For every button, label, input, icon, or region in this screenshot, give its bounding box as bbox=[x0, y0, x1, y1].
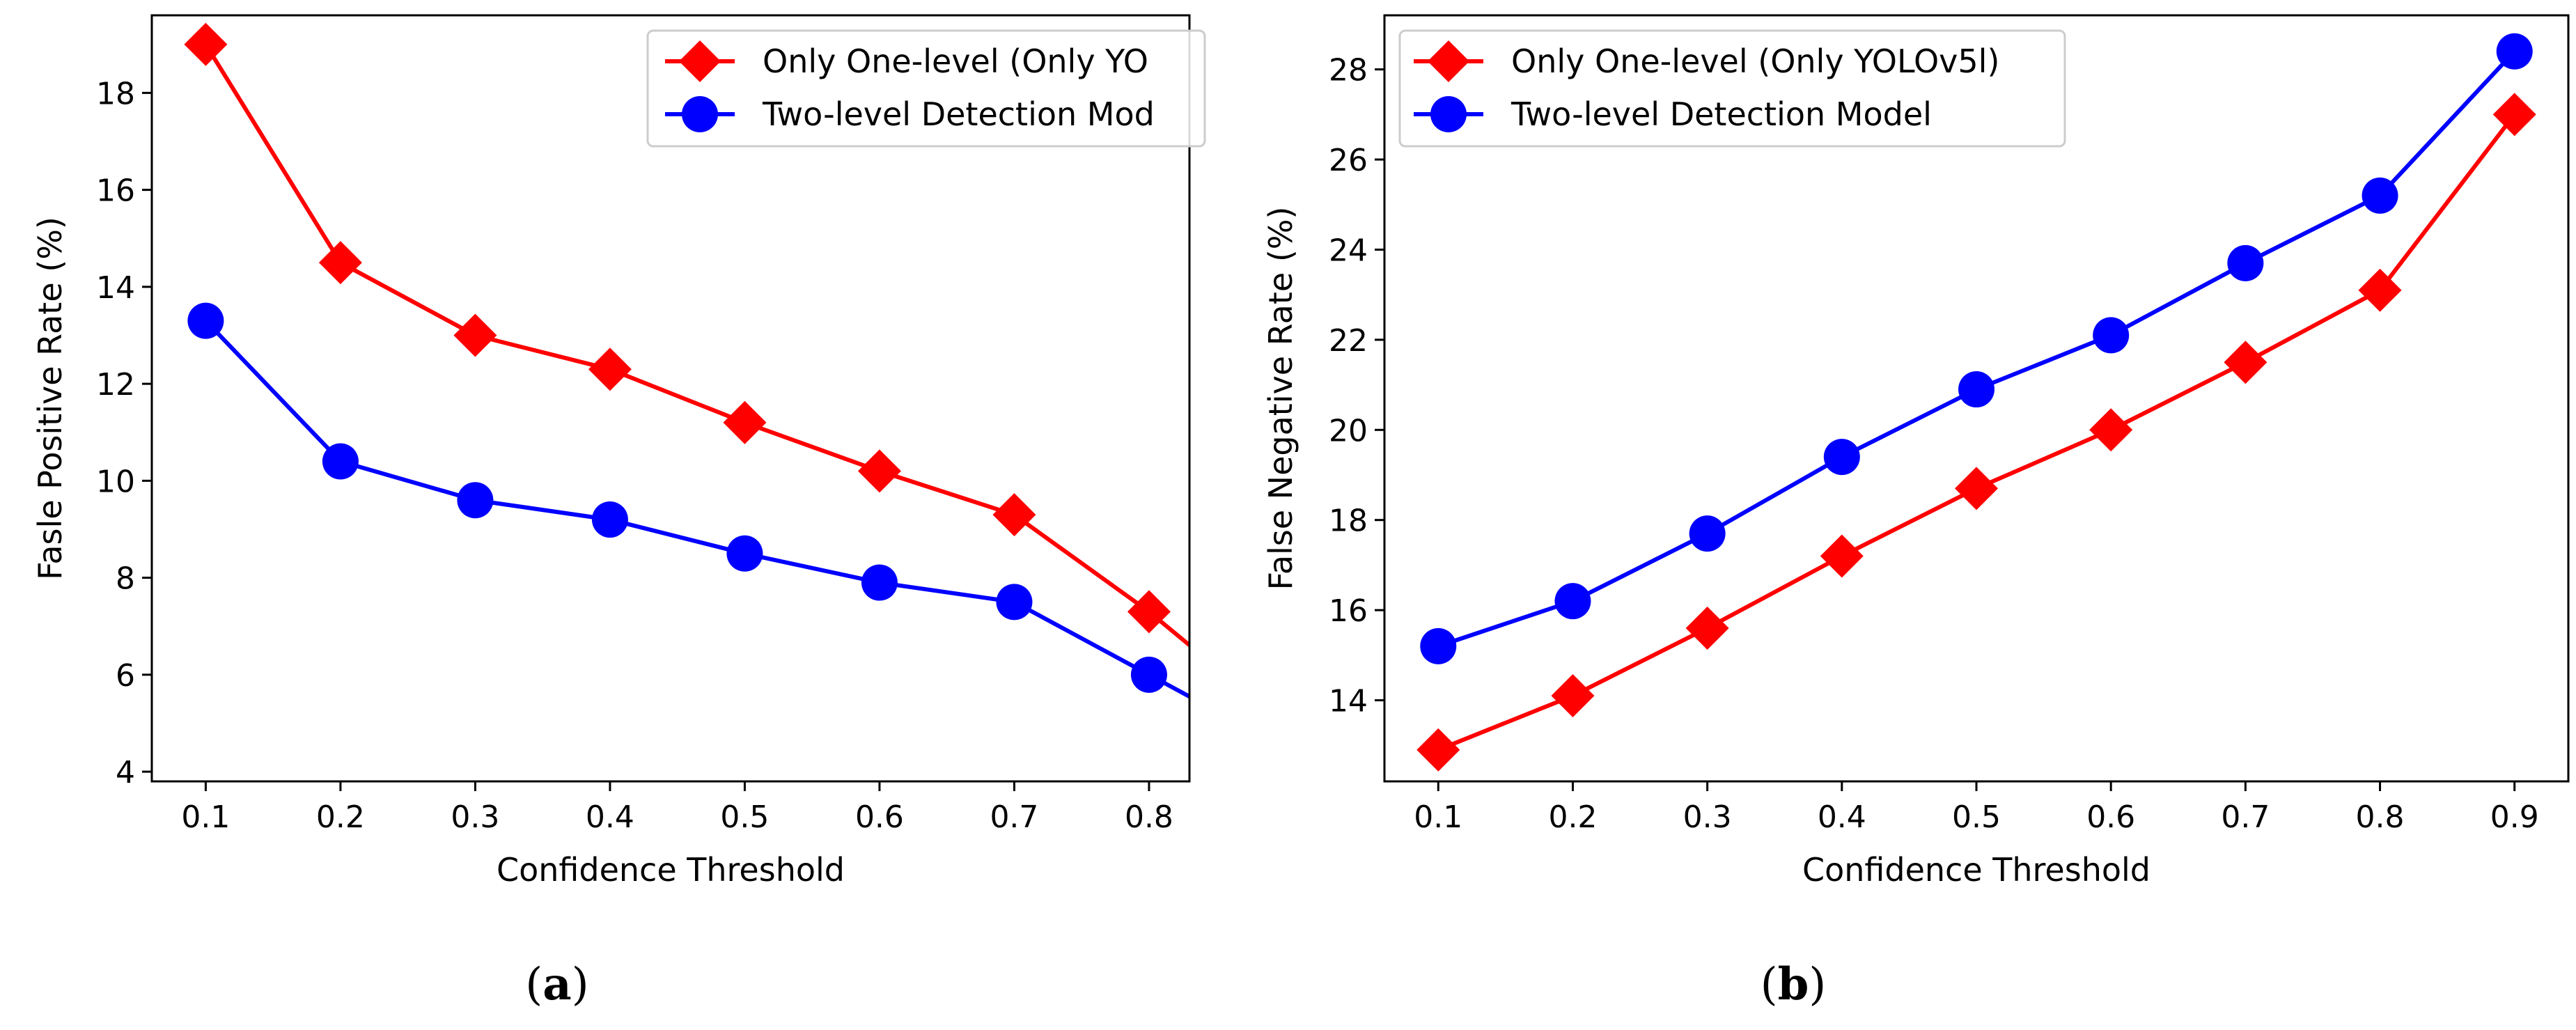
panel-a-data-point-one-level bbox=[318, 241, 362, 285]
panel-b-legend-box bbox=[1398, 29, 2066, 148]
panel-a-data-point-one-level bbox=[723, 400, 767, 444]
panel-b-data-point-one-level bbox=[1416, 728, 1460, 772]
panel-a-y-tick-label: 10 bbox=[96, 464, 135, 499]
panel-b-plot-area bbox=[1416, 33, 2536, 772]
panel-b-x-tick-label: 0.8 bbox=[2356, 799, 2405, 835]
panel-b-data-point-two-level bbox=[1823, 439, 1860, 476]
panel-a-y-axis-label: Fasle Positive Rate (%) bbox=[31, 217, 69, 580]
panel-b-legend-label-two-level: Two-level Detection Model bbox=[1511, 95, 1932, 133]
panel-a-y-tick-label: 16 bbox=[96, 173, 135, 209]
panel-a-x-tick-label: 0.2 bbox=[316, 799, 365, 835]
panel-a-y-tick-label: 6 bbox=[116, 658, 135, 694]
panel-a-x-axis: 0.1 0.2 0.3 0.4 0.5 0.6 0.7 0.8 bbox=[181, 781, 1173, 835]
panel-b-y-tick-label: 20 bbox=[1329, 413, 1368, 448]
panel-a-data-point-two-level bbox=[187, 302, 224, 339]
panel-b-y-tick-label: 22 bbox=[1329, 323, 1368, 359]
panel-a-data-point-one-level bbox=[453, 313, 497, 357]
panel-b-data-point-two-level bbox=[1958, 371, 1995, 408]
panel-b-x-tick-label: 0.1 bbox=[1414, 799, 1462, 835]
panel-a-data-point-two-level bbox=[457, 482, 494, 519]
panel-a-legend-marker-two-level bbox=[682, 96, 718, 132]
panel-b-data-point-two-level bbox=[2093, 317, 2130, 354]
panel-b-y-tick-label: 14 bbox=[1329, 684, 1368, 719]
panel-a-y-axis: 4 6 8 10 12 14 16 18 bbox=[96, 76, 152, 790]
panel-b-data-point-one-level bbox=[2358, 268, 2402, 312]
panel-a-caption: (a) bbox=[525, 958, 588, 1011]
panel-b-y-tick-label: 26 bbox=[1329, 143, 1368, 178]
panel-a-data-point-two-level bbox=[726, 535, 763, 572]
panel-a-data-point-one-level bbox=[184, 22, 228, 66]
panel-b-x-tick-label: 0.9 bbox=[2490, 799, 2539, 835]
panel-b-x-tick-label: 0.6 bbox=[2086, 799, 2135, 835]
panel-a-plot-area bbox=[184, 22, 1189, 699]
panel-b-data-point-one-level bbox=[1551, 674, 1595, 718]
panel-a-legend: Only One-level (Only YO Two-level Detect… bbox=[646, 29, 1206, 148]
panel-b-y-axis-label: False Negative Rate (%) bbox=[1262, 207, 1299, 591]
panel-b-data-point-one-level bbox=[2224, 341, 2267, 384]
panel-a-x-axis-label: Confidence Threshold bbox=[497, 851, 845, 889]
panel-b-legend-marker-two-level bbox=[1430, 96, 1467, 132]
panel-a-legend-label-one-level: Only One-level (Only YO bbox=[763, 42, 1148, 80]
panel-a-legend-marker-one-level bbox=[679, 40, 721, 82]
panel-b-x-axis-label: Confidence Threshold bbox=[1802, 851, 2150, 889]
panel-b-x-tick-label: 0.7 bbox=[2221, 799, 2270, 835]
panel-b-data-point-one-level bbox=[1685, 607, 1729, 650]
panel-b-data-point-two-level bbox=[1420, 627, 1457, 664]
panel-b-y-axis: 14 16 18 20 22 24 26 28 bbox=[1329, 53, 1384, 719]
panel-a-y-tick-label: 14 bbox=[96, 270, 135, 306]
panel-b-y-tick-label: 24 bbox=[1329, 233, 1368, 268]
panel-a-y-tick-label: 12 bbox=[96, 367, 135, 403]
panel-b-data-point-two-level bbox=[2227, 244, 2264, 281]
panel-b-y-tick-label: 16 bbox=[1329, 593, 1368, 629]
panel-b-legend-label-one-level: Only One-level (Only YOLOv5l) bbox=[1511, 42, 1999, 80]
panel-b-data-point-one-level bbox=[1955, 467, 1998, 510]
panel-b-y-tick-label: 28 bbox=[1329, 53, 1368, 88]
panel-b-legend: Only One-level (Only YOLOv5l) Two-level … bbox=[1398, 29, 2066, 148]
panel-a-x-tick-label: 0.1 bbox=[181, 799, 230, 835]
panel-a-data-point-one-level bbox=[1127, 590, 1171, 634]
panel-b: 0.1 0.2 0.3 0.4 0.5 0.6 0.7 0.8 0.9 14 16 18 20 22 24… bbox=[1262, 14, 2570, 1011]
panel-b-x-tick-label: 0.5 bbox=[1952, 799, 2001, 835]
panel-b-data-point-two-level bbox=[1689, 515, 1726, 552]
panel-a-data-point-two-level bbox=[322, 443, 359, 480]
panel-a-data-point-two-level bbox=[861, 564, 898, 601]
panel-a-data-point-two-level bbox=[591, 501, 628, 538]
panel-a-x-tick-label: 0.8 bbox=[1125, 799, 1173, 835]
panel-b-data-point-two-level bbox=[2496, 33, 2533, 70]
panel-b-data-point-two-level bbox=[1554, 583, 1591, 620]
panel-b-y-tick-label: 18 bbox=[1329, 504, 1368, 539]
panel-a-x-tick-label: 0.5 bbox=[720, 799, 769, 835]
panel-b-data-point-one-level bbox=[1820, 534, 1864, 578]
panel-a-legend-box bbox=[646, 29, 1206, 148]
panel-a-x-tick-label: 0.3 bbox=[451, 799, 499, 835]
panel-a-data-point-one-level bbox=[588, 348, 632, 391]
panel-b-x-tick-label: 0.2 bbox=[1548, 799, 1597, 835]
panel-b-data-point-one-level bbox=[2089, 408, 2133, 452]
panel-a-x-tick-label: 0.4 bbox=[586, 799, 634, 835]
panel-a-caption-letter: a bbox=[542, 958, 571, 1011]
panel-b-caption: (b) bbox=[1761, 958, 1827, 1011]
panel-b-data-point-two-level bbox=[2362, 177, 2398, 214]
panel-a-data-point-two-level bbox=[1130, 656, 1167, 693]
panel-a-y-tick-label: 4 bbox=[116, 755, 135, 790]
panel-a-data-point-one-level bbox=[992, 493, 1036, 537]
panel-a-x-tick-label: 0.6 bbox=[855, 799, 904, 835]
panel-a-x-tick-label: 0.7 bbox=[990, 799, 1038, 835]
panel-a-y-tick-label: 8 bbox=[116, 561, 135, 597]
panel-b-caption-letter: b bbox=[1778, 958, 1809, 1011]
panel-b-x-tick-label: 0.3 bbox=[1683, 799, 1732, 835]
panel-b-x-tick-label: 0.4 bbox=[1818, 799, 1866, 835]
panel-a-data-point-two-level bbox=[996, 584, 1033, 621]
panel-a-data-point-one-level bbox=[857, 449, 901, 493]
panel-a-axes-frame bbox=[150, 14, 1191, 783]
panel-b-x-axis: 0.1 0.2 0.3 0.4 0.5 0.6 0.7 0.8 0.9 bbox=[1414, 781, 2539, 835]
panel-a-y-tick-label: 18 bbox=[96, 76, 135, 111]
panel-b-data-point-one-level bbox=[2492, 93, 2536, 136]
panel-a-legend-label-two-level: Two-level Detection Mod bbox=[762, 95, 1155, 133]
panel-a: 0.1 0.2 0.3 0.4 0.5 0.6 0.7 0.8 4 6 8 10 12 14 16 18 C… bbox=[31, 14, 1206, 1011]
panel-b-legend-marker-one-level bbox=[1428, 40, 1469, 82]
